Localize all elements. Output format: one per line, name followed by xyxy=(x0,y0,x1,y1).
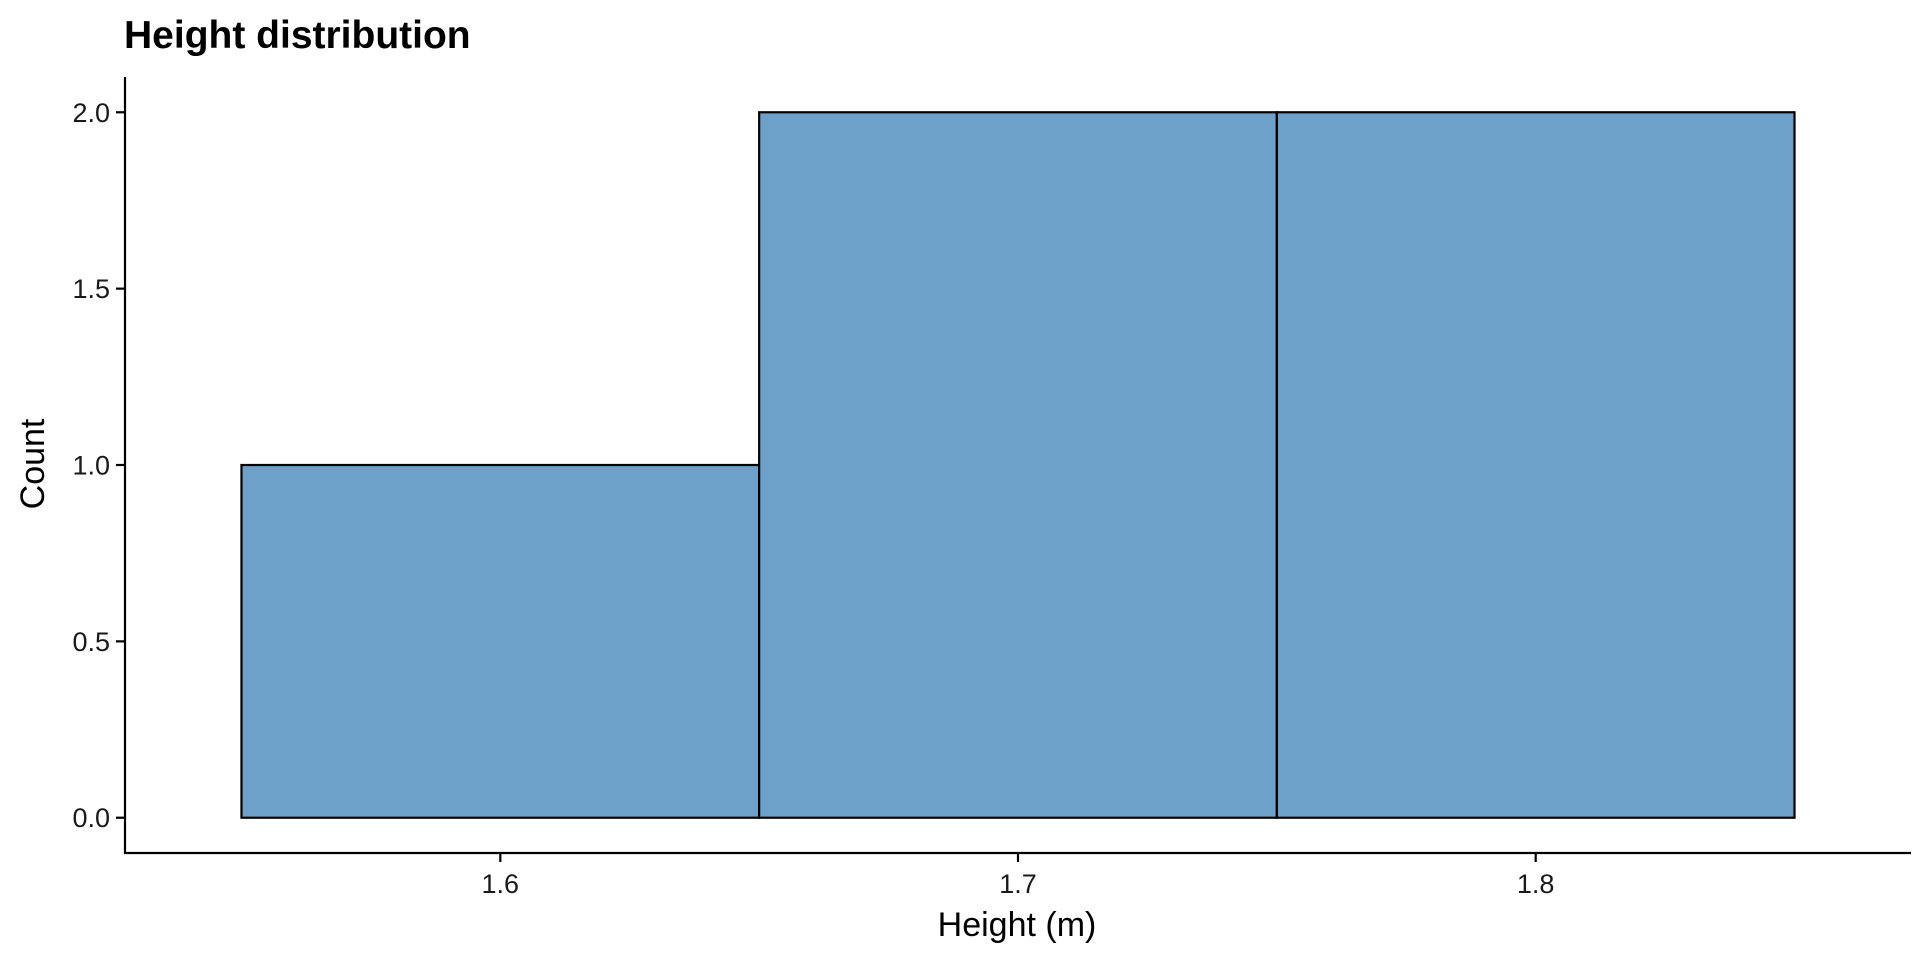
histogram-bar-3 xyxy=(1275,111,1796,819)
y-tick-label-1: 0.5 xyxy=(72,627,110,657)
histogram-bar-2 xyxy=(758,111,1278,819)
bars-layer xyxy=(240,111,1796,819)
x-tick-label-2: 1.8 xyxy=(1517,869,1555,899)
y-tick-label-2: 1.0 xyxy=(72,451,110,481)
x-ticks-layer: 1.6 1.7 1.8 xyxy=(482,853,1555,899)
y-ticks-layer: 0.0 0.5 1.0 1.5 2.0 xyxy=(72,98,125,833)
chart-title: Height distribution xyxy=(124,14,471,57)
y-tick-label-3: 1.5 xyxy=(72,274,110,304)
x-axis-label: Height (m) xyxy=(938,906,1097,944)
histogram-bar-1 xyxy=(240,463,761,819)
y-axis-label: Count xyxy=(14,418,52,509)
y-tick-label-4: 2.0 xyxy=(72,98,110,128)
x-tick-label-0: 1.6 xyxy=(482,869,520,899)
y-tick-label-0: 0.0 xyxy=(72,803,110,833)
x-tick-label-1: 1.7 xyxy=(999,869,1037,899)
